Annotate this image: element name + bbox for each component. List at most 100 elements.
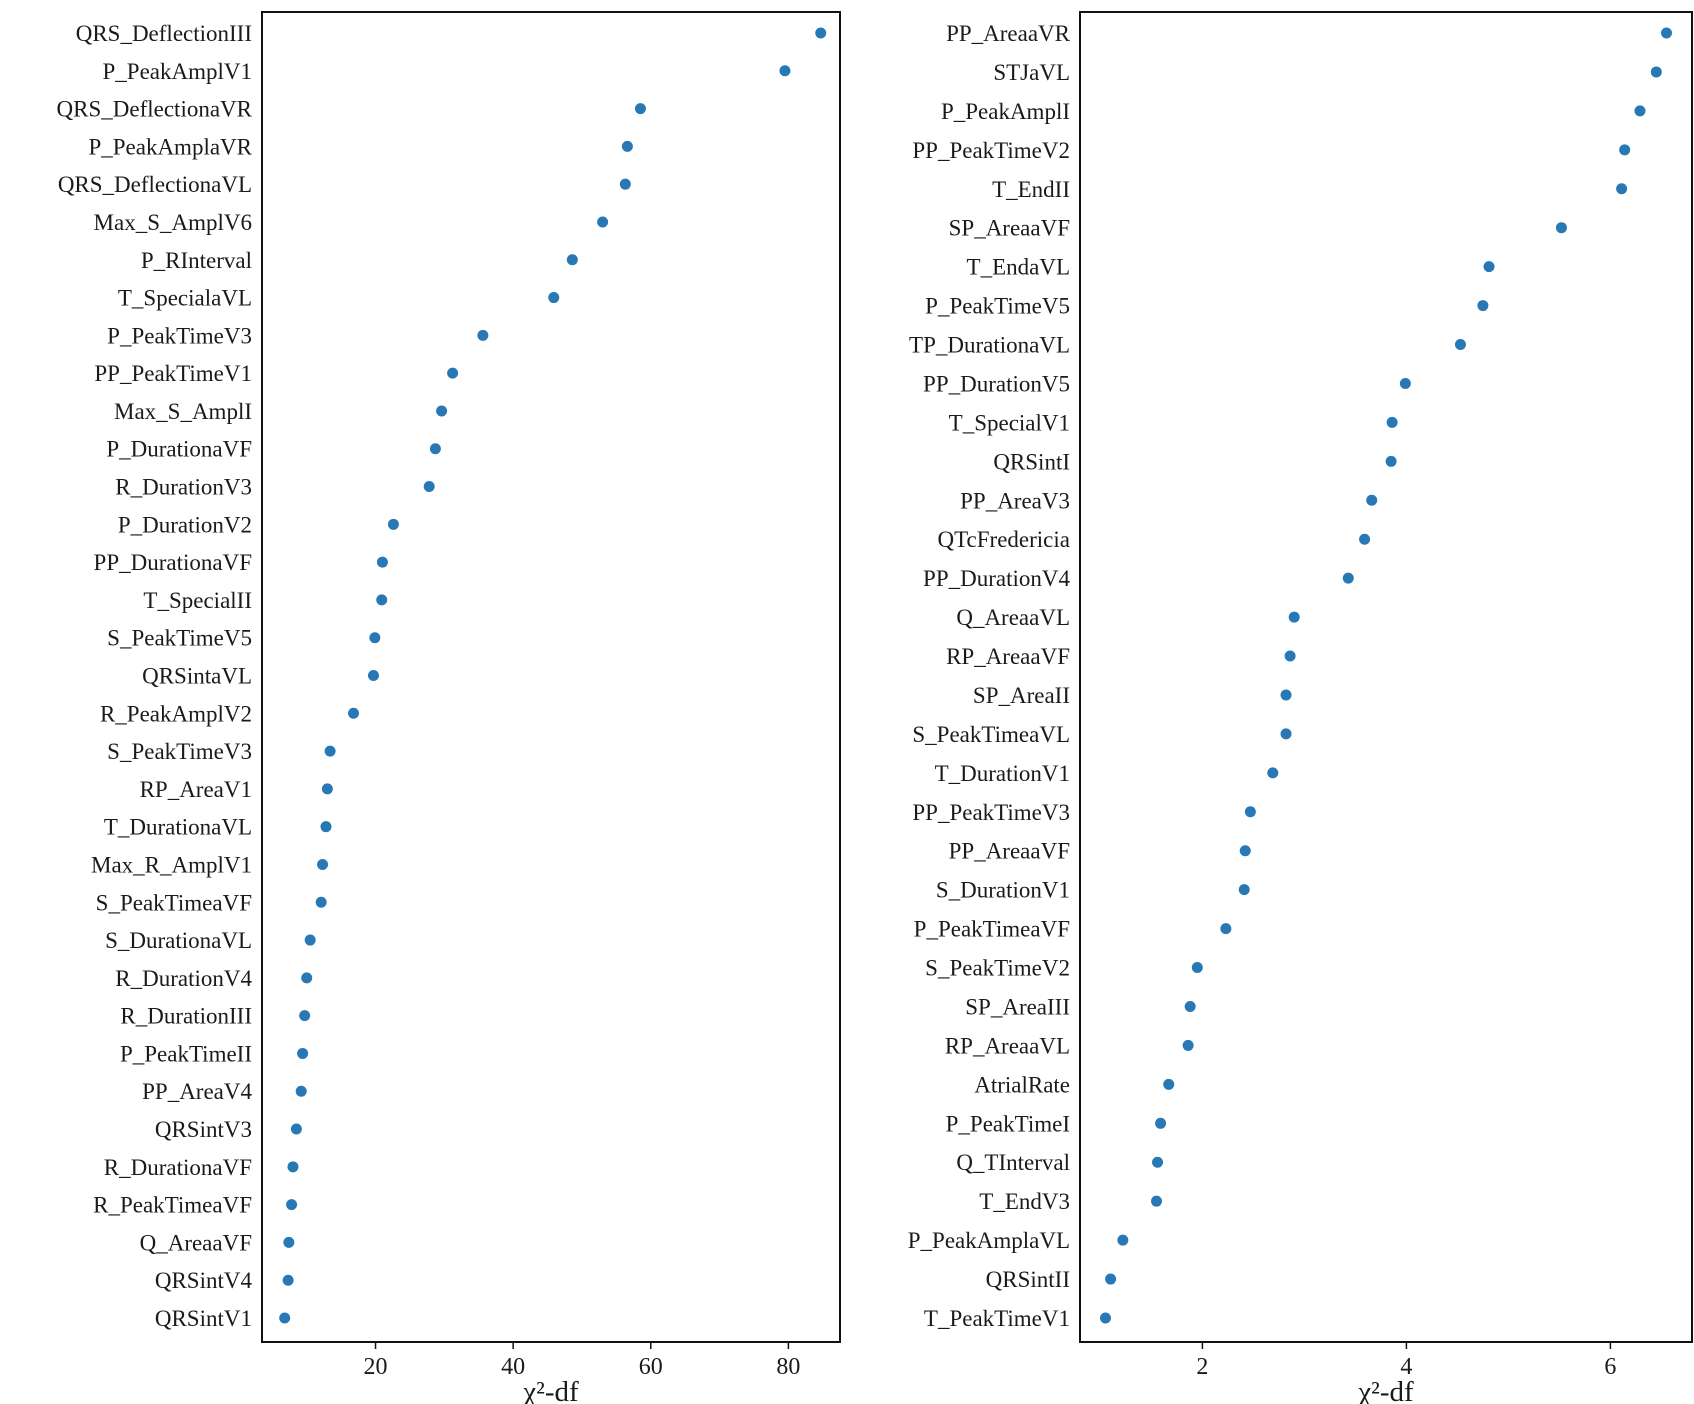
data-point <box>597 216 609 228</box>
y-tick-label: Q_AreaaVL <box>956 605 1070 630</box>
y-tick-label: PP_AreaV4 <box>142 1079 252 1104</box>
y-tick-label: P_PeakAmplaVR <box>88 134 252 159</box>
data-point <box>1182 1039 1194 1051</box>
data-point <box>548 292 560 304</box>
data-point <box>1342 572 1354 584</box>
data-point <box>304 934 316 946</box>
y-tick-label: QRS_DeflectionaVR <box>57 97 253 122</box>
y-tick-label: QRSintaVL <box>142 664 252 689</box>
y-tick-label: P_PeakTimeV5 <box>925 294 1070 319</box>
data-point <box>1454 339 1466 351</box>
data-point <box>1616 183 1628 195</box>
data-point <box>1555 222 1567 234</box>
x-tick-label: 6 <box>1604 1354 1616 1380</box>
data-point <box>1238 884 1250 896</box>
data-point <box>315 896 327 908</box>
data-point <box>1650 66 1662 78</box>
data-point <box>286 1199 298 1211</box>
y-tick-label: T_EndaVL <box>967 255 1070 280</box>
data-point <box>320 821 332 833</box>
right-panel: PP_AreaaVR STJaVL P_PeakAmplI PP_PeakTimeV2… <box>908 11 1693 1404</box>
data-point <box>376 556 388 568</box>
y-tick-label: T_SpecialII <box>143 588 252 613</box>
y-tick-label: S_PeakTimeaVF <box>96 890 252 915</box>
y-tick-label: RP_AreaV1 <box>140 777 252 802</box>
data-point <box>387 518 399 530</box>
y-tick-label: P_PeakTimeV3 <box>107 323 252 348</box>
x-tick-label: 4 <box>1400 1354 1412 1380</box>
data-point <box>1100 1312 1111 1324</box>
data-point <box>1288 611 1300 623</box>
data-point <box>1267 767 1279 779</box>
left-panel: QRS_DeflectionIII P_PeakAmplV1 QRS_Deflect… <box>57 11 841 1404</box>
data-point <box>1619 144 1631 156</box>
data-point <box>367 670 379 681</box>
data-point <box>1477 300 1489 312</box>
y-tick-label: STJaVL <box>993 60 1070 85</box>
data-point <box>1163 1078 1175 1090</box>
y-tick-label: QRSintV3 <box>155 1117 252 1142</box>
data-point <box>295 1085 307 1097</box>
y-tick-label: QRS_DeflectionaVL <box>58 172 252 197</box>
plot-frame <box>1079 11 1693 1343</box>
data-point <box>1634 105 1646 117</box>
data-point <box>429 443 441 455</box>
data-point <box>1184 1000 1196 1012</box>
y-tick-label: T_EndV3 <box>979 1189 1070 1214</box>
data-point <box>282 1274 294 1286</box>
data-point <box>1152 1156 1164 1168</box>
y-tick-label: S_DurationV1 <box>936 878 1070 903</box>
y-tick-label: P_PeakTimeaVF <box>914 917 1070 942</box>
data-point <box>1366 494 1378 506</box>
y-tick-label: S_PeakTimeV3 <box>107 739 252 764</box>
y-tick-label: RP_AreaaVF <box>946 644 1070 669</box>
y-tick-label: SP_AreaIII <box>965 994 1070 1019</box>
y-tick-label: S_PeakTimeV2 <box>925 956 1070 981</box>
data-point <box>779 65 791 77</box>
y-tick-label: QRSintII <box>986 1267 1070 1292</box>
data-point <box>279 1312 291 1324</box>
data-point <box>287 1161 299 1173</box>
y-tick-label: R_DurationV4 <box>115 966 252 991</box>
y-tick-label: Max_S_AmplV6 <box>94 210 252 235</box>
y-tick-label: PP_PeakTimeV3 <box>912 800 1070 825</box>
data-point <box>321 783 333 795</box>
y-tick-label: R_PeakAmplV2 <box>100 701 252 726</box>
data-point <box>477 329 489 341</box>
data-point <box>283 1236 295 1248</box>
data-point <box>1385 455 1397 467</box>
data-point <box>317 858 329 870</box>
data-point <box>1155 1117 1167 1129</box>
y-tick-label: P_PeakAmplI <box>941 99 1070 124</box>
x-tick-label: 2 <box>1196 1354 1208 1380</box>
y-tick-label: P_PeakTimeII <box>120 1041 252 1066</box>
y-tick-label: QRSintV1 <box>155 1306 252 1331</box>
data-point <box>1284 650 1296 662</box>
y-tick-label: RP_AreaaVL <box>945 1033 1070 1058</box>
y-tick-label: PP_PeakTimeV2 <box>912 138 1070 163</box>
x-tick-label: 40 <box>501 1354 525 1380</box>
y-tick-label: T_EndII <box>992 177 1070 202</box>
data-point <box>1280 728 1292 740</box>
data-point <box>1359 533 1371 545</box>
data-point <box>1105 1273 1117 1285</box>
y-tick-label: T_PeakTimeV1 <box>924 1306 1070 1331</box>
y-tick-label: T_DurationaVL <box>104 815 252 840</box>
x-tick-label: 80 <box>776 1354 800 1380</box>
data-point <box>1483 261 1495 273</box>
y-tick-label: PP_DurationV5 <box>923 371 1070 396</box>
data-point <box>1661 27 1672 39</box>
y-tick-label: S_PeakTimeaVL <box>912 722 1070 747</box>
y-tick-label: QTcFredericia <box>938 527 1071 552</box>
y-tick-label: P_PeakAmplaVL <box>908 1228 1070 1253</box>
data-point <box>297 1047 309 1059</box>
y-tick-label: P_PeakTimeI <box>946 1111 1070 1136</box>
y-tick-label: QRS_DeflectionIII <box>76 21 252 46</box>
data-point <box>1386 416 1398 428</box>
data-point <box>634 103 646 115</box>
data-point <box>619 178 631 190</box>
y-tick-label: T_SpecialV1 <box>949 410 1070 435</box>
y-tick-label: P_DurationV2 <box>118 512 252 537</box>
data-point <box>1117 1234 1129 1246</box>
